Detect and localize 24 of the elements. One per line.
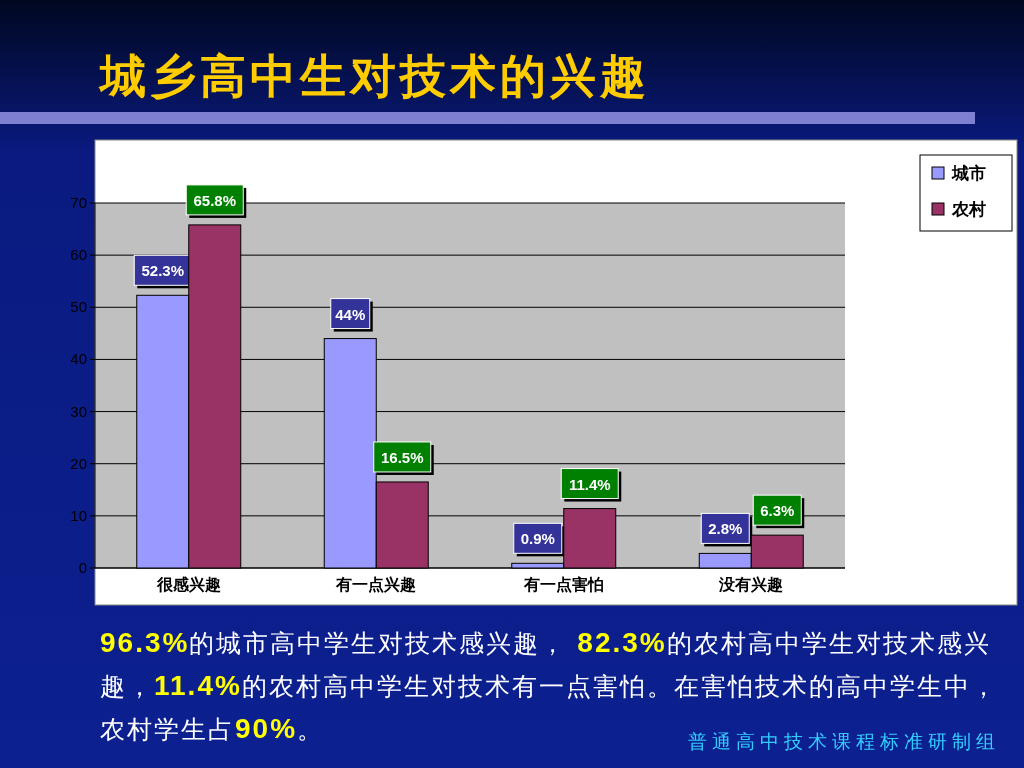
x-tick-label: 很感兴趣 bbox=[155, 576, 221, 593]
data-label: 6.3% bbox=[760, 502, 795, 520]
data-label: 16.5% bbox=[380, 448, 424, 466]
y-tick-label: 50 bbox=[70, 298, 87, 316]
y-tick-label: 40 bbox=[70, 350, 87, 368]
legend-label: 城市 bbox=[951, 164, 986, 183]
data-label: 44% bbox=[335, 305, 366, 323]
y-tick-label: 70 bbox=[70, 194, 87, 211]
x-tick-label: 有一点害怕 bbox=[522, 575, 604, 594]
data-label: 65.8% bbox=[193, 191, 237, 209]
y-tick-label: 20 bbox=[70, 454, 87, 472]
data-label: 0.9% bbox=[520, 530, 555, 548]
x-tick-label: 没有兴趣 bbox=[718, 576, 784, 593]
text: 普通高中技术课程标准研制组 bbox=[688, 731, 1000, 752]
y-tick-label: 10 bbox=[70, 506, 87, 524]
data-label: 2.8% bbox=[708, 520, 743, 538]
chart-title: 城乡高中生对技术的兴趣 bbox=[98, 50, 650, 102]
legend-label: 农村 bbox=[951, 200, 986, 219]
y-tick-label: 0 bbox=[78, 559, 87, 576]
data-label: 52.3% bbox=[141, 262, 185, 280]
x-tick-label: 有一点兴趣 bbox=[335, 576, 417, 594]
data-label: 11.4% bbox=[568, 475, 611, 493]
y-tick-label: 30 bbox=[70, 402, 87, 420]
y-tick-label: 60 bbox=[70, 246, 87, 264]
